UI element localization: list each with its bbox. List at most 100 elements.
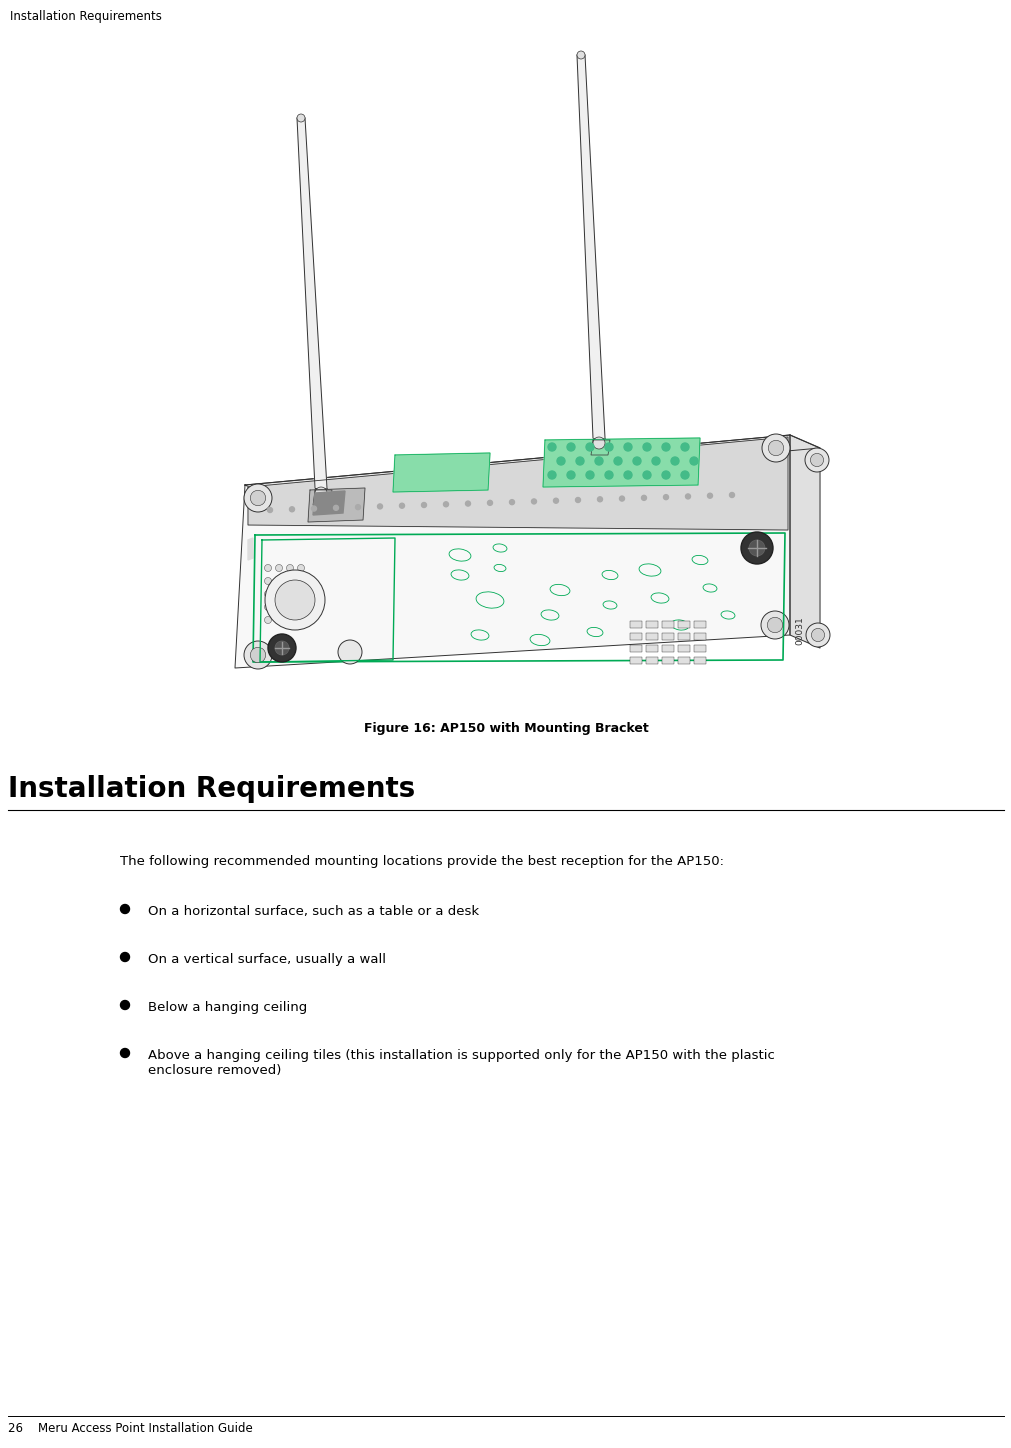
Circle shape (297, 617, 304, 624)
Circle shape (619, 497, 624, 501)
Bar (661, 633, 673, 640)
Circle shape (297, 604, 304, 611)
Circle shape (642, 471, 650, 479)
Polygon shape (248, 539, 253, 560)
Circle shape (443, 502, 448, 507)
Circle shape (267, 507, 272, 513)
Circle shape (265, 571, 325, 630)
Circle shape (264, 604, 271, 611)
Circle shape (729, 492, 734, 498)
Circle shape (264, 565, 271, 572)
Circle shape (804, 447, 828, 472)
Circle shape (576, 51, 584, 59)
Circle shape (548, 471, 555, 479)
Bar (630, 644, 641, 652)
Circle shape (286, 604, 293, 611)
Circle shape (641, 495, 646, 501)
Circle shape (275, 578, 282, 585)
Circle shape (548, 443, 555, 450)
Circle shape (286, 578, 293, 585)
Text: Below a hanging ceiling: Below a hanging ceiling (148, 1001, 307, 1014)
Circle shape (553, 498, 558, 504)
Bar (677, 657, 690, 665)
Polygon shape (307, 488, 365, 521)
Circle shape (651, 458, 659, 465)
Polygon shape (576, 55, 605, 437)
Circle shape (740, 531, 772, 565)
Circle shape (585, 471, 593, 479)
Text: On a horizontal surface, such as a table or a desk: On a horizontal surface, such as a table… (148, 905, 478, 918)
Circle shape (766, 617, 782, 633)
Bar (661, 621, 673, 628)
Polygon shape (245, 434, 819, 498)
Circle shape (592, 437, 605, 449)
Text: Installation Requirements: Installation Requirements (8, 775, 415, 804)
Circle shape (296, 114, 304, 122)
Bar (694, 621, 706, 628)
Circle shape (556, 458, 564, 465)
Circle shape (289, 507, 294, 511)
Text: On a vertical surface, usually a wall: On a vertical surface, usually a wall (148, 953, 385, 966)
Bar (630, 657, 641, 665)
Circle shape (624, 471, 632, 479)
Circle shape (275, 591, 282, 598)
Bar (694, 644, 706, 652)
Circle shape (605, 471, 613, 479)
Bar (677, 621, 690, 628)
Polygon shape (590, 440, 610, 455)
Circle shape (680, 443, 688, 450)
Circle shape (286, 617, 293, 624)
Circle shape (264, 591, 271, 598)
Circle shape (748, 540, 764, 556)
Circle shape (275, 641, 289, 654)
Circle shape (663, 495, 668, 500)
Circle shape (670, 458, 678, 465)
Text: Figure 16: AP150 with Mounting Bracket: Figure 16: AP150 with Mounting Bracket (363, 723, 648, 736)
Bar (694, 633, 706, 640)
Circle shape (624, 443, 632, 450)
Circle shape (531, 500, 536, 504)
Bar (661, 644, 673, 652)
Circle shape (275, 617, 282, 624)
Circle shape (596, 497, 602, 502)
Circle shape (575, 458, 583, 465)
Circle shape (642, 443, 650, 450)
Bar (645, 644, 657, 652)
Circle shape (120, 1048, 129, 1057)
Circle shape (465, 501, 470, 505)
Text: 00031: 00031 (795, 617, 804, 644)
Bar (677, 633, 690, 640)
Circle shape (487, 501, 492, 505)
Circle shape (311, 505, 316, 511)
Circle shape (120, 953, 129, 961)
Text: Installation Requirements: Installation Requirements (10, 10, 162, 23)
Text: Above a hanging ceiling tiles (this installation is supported only for the AP150: Above a hanging ceiling tiles (this inst… (148, 1048, 774, 1077)
Circle shape (399, 504, 404, 508)
Circle shape (297, 565, 304, 572)
Polygon shape (248, 437, 788, 530)
Circle shape (275, 581, 314, 620)
Circle shape (250, 491, 266, 505)
Circle shape (614, 458, 622, 465)
Bar (630, 621, 641, 628)
Text: The following recommended mounting locations provide the best reception for the : The following recommended mounting locat… (120, 854, 723, 867)
Polygon shape (392, 453, 489, 492)
Circle shape (661, 443, 669, 450)
Circle shape (575, 498, 580, 502)
Circle shape (244, 641, 272, 669)
Circle shape (250, 647, 266, 663)
Circle shape (244, 484, 272, 513)
Circle shape (264, 617, 271, 624)
Circle shape (690, 458, 698, 465)
Circle shape (286, 591, 293, 598)
Circle shape (566, 443, 574, 450)
Circle shape (767, 440, 783, 456)
Circle shape (761, 434, 790, 462)
Circle shape (707, 494, 712, 498)
Circle shape (566, 471, 574, 479)
Circle shape (422, 502, 426, 507)
Circle shape (684, 494, 690, 500)
Circle shape (605, 443, 613, 450)
Bar (645, 657, 657, 665)
Circle shape (811, 628, 824, 641)
